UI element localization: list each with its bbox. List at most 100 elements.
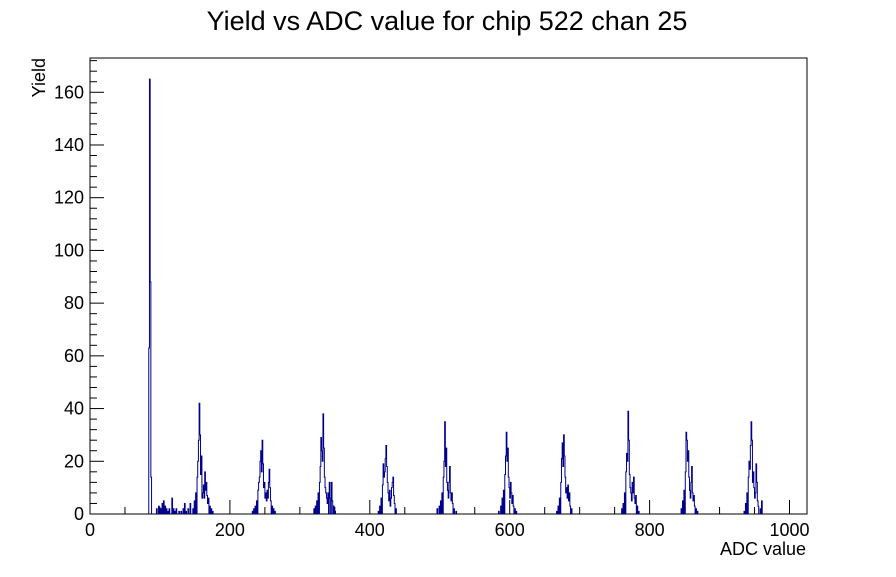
y-tick-label: 100: [54, 240, 84, 260]
histogram-bin-run: [175, 508, 178, 514]
histogram-bin-run: [441, 492, 444, 514]
histogram-bin-run: [681, 500, 684, 514]
histogram-bin-run: [328, 481, 332, 514]
histogram-bin-run: [743, 510, 746, 514]
y-tick-label: 40: [64, 399, 84, 419]
histogram-bin-run: [196, 402, 210, 514]
histogram-bin-run: [183, 502, 186, 514]
histogram-bin-run: [623, 492, 626, 514]
histogram-bin-run: [377, 510, 380, 514]
histogram-bin-run: [254, 505, 257, 514]
histogram-bin-run: [272, 508, 275, 514]
y-tick-label: 0: [74, 504, 84, 524]
y-tick-label: 20: [64, 451, 84, 471]
histogram-bin-run: [622, 502, 625, 514]
histogram-bin-run: [171, 497, 174, 514]
histogram-bin-run: [500, 505, 502, 514]
histogram-bin-run: [504, 431, 515, 514]
histogram-bin-run: [251, 510, 254, 514]
histogram-bin-run: [334, 510, 337, 514]
histogram-bin-run: [332, 505, 335, 514]
histogram-bin-run: [318, 413, 330, 514]
histogram-bin-run: [498, 510, 500, 514]
histogram-bin-run: [759, 508, 762, 514]
histogram-bin-run: [696, 510, 699, 514]
histogram-bin-run: [514, 508, 516, 514]
histogram-bin-run: [189, 502, 192, 514]
histogram-bin-run: [164, 505, 167, 514]
histogram-bin-run: [195, 492, 197, 514]
histogram-bin-run: [187, 508, 190, 514]
histogram-bin-run: [314, 505, 317, 514]
y-tick-label: 80: [64, 293, 84, 313]
y-tick-label: 160: [54, 82, 84, 102]
histogram-bin-run: [557, 505, 560, 514]
x-tick-label: 400: [355, 520, 385, 540]
histogram-bin-run: [556, 510, 558, 514]
x-tick-label: 800: [635, 520, 665, 540]
histogram-bin-run: [680, 508, 683, 514]
histogram-bin-run: [438, 505, 441, 514]
histogram-bin-run: [515, 510, 518, 514]
histogram-bin-run: [162, 500, 165, 514]
histogram-bin-run: [160, 508, 162, 514]
y-tick-label: 140: [54, 135, 84, 155]
y-tick-label: 60: [64, 346, 84, 366]
x-tick-label: 600: [495, 520, 525, 540]
histogram-bin-run: [316, 500, 318, 514]
histogram-bin-run: [453, 508, 455, 514]
histogram-bin-run: [570, 508, 573, 514]
histogram-bin-run: [148, 78, 153, 514]
histogram-bin-run: [558, 497, 561, 514]
histogram-bin-run: [683, 489, 686, 514]
histogram-bin-run: [274, 510, 276, 514]
histogram-bin-run: [165, 508, 168, 514]
histogram-bin-run: [442, 421, 454, 514]
histogram-bin-run: [501, 497, 504, 514]
histogram-bin-run: [455, 510, 458, 514]
chart-title: Yield vs ADC value for chip 522 chan 25: [207, 6, 688, 36]
histogram-bin-run: [180, 510, 183, 514]
histogram-bin-run: [161, 502, 164, 514]
axes-layer: 0 200 400 600 800 1000 0 20 40 60 80 100 120 140 160: [54, 57, 810, 540]
plot-frame: [89, 57, 808, 515]
histogram-bin-run: [158, 505, 160, 514]
histogram-bin-run: [637, 510, 640, 514]
y-axis-label: Yield: [29, 58, 49, 97]
histogram-bin-run: [168, 508, 171, 514]
histogram-bin-run: [192, 508, 195, 514]
histogram-bin-run: [380, 497, 383, 514]
histogram-bin-run: [253, 508, 255, 514]
histogram-bin-run: [439, 500, 442, 514]
histogram-bin-run: [210, 508, 213, 514]
histogram-bin-run: [257, 439, 272, 514]
histogram-bin-run: [174, 510, 176, 514]
histogram-bin-run: [182, 508, 185, 514]
histogram-bin-run: [747, 421, 760, 514]
x-tick-label: 0: [85, 520, 95, 540]
histogram-bin-run: [436, 508, 439, 514]
histogram-bin-run: [381, 444, 396, 514]
histogram-bin-run: [625, 410, 637, 514]
histogram-bin-run: [178, 510, 181, 514]
histogram-bin-run: [379, 505, 381, 514]
histogram-bin-run: [502, 489, 505, 514]
histogram-bin-run: [211, 510, 214, 514]
x-tick-label: 1000: [769, 520, 809, 540]
histogram-bin-run: [560, 434, 572, 514]
histogram-bin-run: [621, 508, 623, 514]
histogram-bin-run: [155, 508, 158, 514]
histogram-bin-run: [761, 500, 763, 514]
histogram-bin-run: [330, 481, 334, 514]
histogram-bin-run: [193, 500, 196, 514]
histogram-bin-run: [209, 505, 211, 514]
histogram-bin-run: [636, 505, 639, 514]
histogram-bin-run: [317, 492, 320, 514]
histogram-bin-run: [172, 508, 175, 514]
histogram-bin-run: [271, 505, 274, 514]
histogram-bin-run: [744, 502, 747, 514]
histogram-bin-run: [313, 508, 316, 514]
histogram-bin-run: [185, 510, 188, 514]
